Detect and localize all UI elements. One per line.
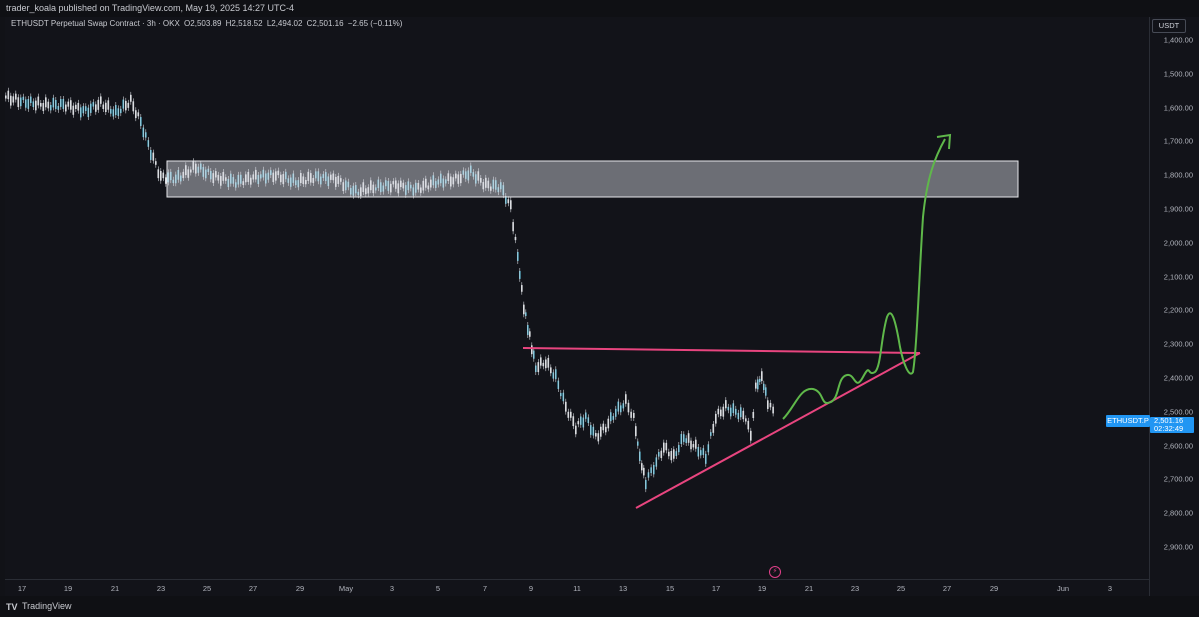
time-tick: 23 [850,584,860,593]
bar-countdown: 02:32:49 [1154,424,1184,433]
projection-path [782,138,946,420]
time-tick: 25 [202,584,212,593]
symbol-title: ETHUSDT Perpetual Swap Contract · 3h · O… [11,19,180,28]
support-trendline [635,352,921,509]
supply-zone [166,160,1019,198]
time-tick: 11 [573,584,581,593]
time-tick: 27 [248,584,258,593]
time-tick: May [338,584,354,593]
price-tick: 1,400.00 [1163,35,1193,45]
legend-close: C2,501.16 [306,19,344,28]
price-tick: 2,800.00 [1163,508,1193,518]
legend-open: O2,503.89 [184,19,222,28]
price-tick: 2,700.00 [1163,474,1193,484]
price-tick: 2,300.00 [1163,339,1193,349]
time-tick: 23 [156,584,166,593]
time-tick: 19 [63,584,73,593]
price-tick: 1,800.00 [1163,170,1193,180]
time-tick: 9 [528,584,534,593]
price-tick: 2,000.00 [1163,238,1193,248]
price-tick: 2,600.00 [1163,441,1193,451]
time-axis[interactable]: 17 19 21 23 25 27 29 May 3 5 7 9 11 13 15 17 19 21 23 25 27 2… [5,579,1149,597]
time-tick: 29 [295,584,305,593]
time-tick: 15 [665,584,675,593]
currency-button[interactable]: USDT [1152,19,1186,33]
time-tick: 21 [804,584,814,593]
event-lightning-icon[interactable]: ⚡ [769,566,781,578]
price-chart[interactable] [5,17,1149,579]
price-tick: 1,900.00 [1163,204,1193,214]
time-tick: Jun [1056,584,1070,593]
time-tick: 17 [711,584,721,593]
price-tick: 1,500.00 [1163,69,1193,79]
time-tick: 29 [989,584,999,593]
time-tick: 27 [942,584,952,593]
candles [5,87,774,493]
time-tick: 3 [389,584,395,593]
current-price-value: 2,501.16 [1154,416,1184,425]
price-tick: 2,500.00 [1163,407,1193,417]
tradingview-logo-icon: TV [6,602,18,612]
legend-change: −2.65 (−0.11%) [347,19,403,28]
time-tick: 25 [896,584,906,593]
chart-pane[interactable] [5,17,1149,579]
legend-high: H2,518.52 [225,19,263,28]
brand-name: TradingView [22,601,72,611]
price-tick: 1,600.00 [1163,103,1193,113]
current-price-tag: 2,501.16 02:32:49 [1150,417,1194,433]
symbol-price-tag: ETHUSDT.P [1106,415,1150,427]
time-tick: 19 [757,584,767,593]
price-tick: 2,100.00 [1163,272,1193,282]
projection-arrow-head [936,133,952,150]
publish-info: trader_koala published on TradingView.co… [6,3,295,13]
price-tick: 2,900.00 [1163,542,1193,552]
time-tick: 13 [618,584,628,593]
time-tick: 7 [482,584,488,593]
time-tick: 17 [17,584,27,593]
price-tick: 2,200.00 [1163,305,1193,315]
footer: TV TradingView [0,596,1199,617]
time-tick: 21 [110,584,120,593]
time-tick: 5 [435,584,441,593]
publish-header: trader_koala published on TradingView.co… [0,0,1199,17]
price-axis[interactable]: 1,400.00 1,500.00 1,600.00 1,700.00 1,800.00… [1149,17,1199,596]
price-tick: 1,700.00 [1163,136,1193,146]
resistance-line [522,347,921,354]
time-tick: 3 [1107,584,1113,593]
legend-low: L2,494.02 [266,19,303,28]
symbol-legend: ETHUSDT Perpetual Swap Contract · 3h · O… [11,19,404,28]
price-tick: 2,400.00 [1163,373,1193,383]
